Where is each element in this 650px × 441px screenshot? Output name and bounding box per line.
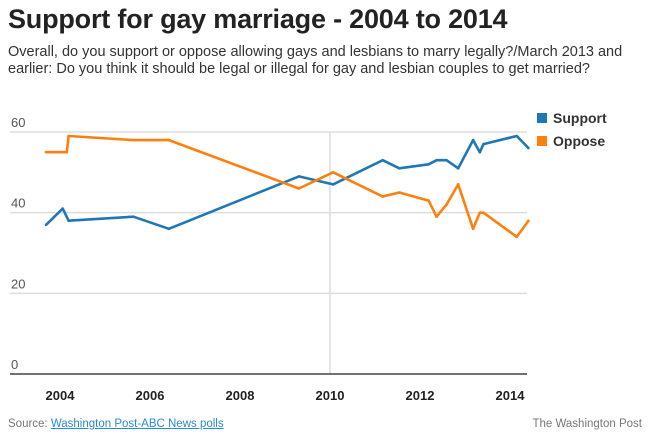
x-tick-label: 2010 bbox=[316, 388, 345, 403]
data-point-support bbox=[297, 175, 301, 178]
data-point-oppose bbox=[456, 183, 460, 186]
data-point-oppose bbox=[297, 187, 301, 190]
chart-title: Support for gay marriage - 2004 to 2014 bbox=[8, 4, 508, 34]
source-label: Source: bbox=[8, 418, 51, 430]
gridlines bbox=[10, 131, 527, 295]
data-point-oppose bbox=[65, 150, 69, 154]
data-point-support bbox=[381, 158, 384, 162]
data-point-oppose bbox=[515, 235, 519, 239]
data-point-support bbox=[61, 207, 64, 210]
legend-swatch-support bbox=[537, 113, 547, 123]
data-point-oppose bbox=[482, 211, 485, 214]
y-tick-label: 40 bbox=[11, 196, 25, 211]
data-point-support bbox=[398, 167, 401, 170]
data-point-support bbox=[482, 142, 485, 146]
data-point-oppose bbox=[398, 191, 401, 194]
legend-swatch-oppose bbox=[537, 136, 547, 146]
y-tick-label: 0 bbox=[11, 357, 18, 372]
x-tick-label: 2006 bbox=[136, 388, 165, 403]
legend-label-support: Support bbox=[553, 110, 607, 126]
source-note: Source: Washington Post-ABC News polls bbox=[8, 418, 224, 430]
series-line-support bbox=[45, 134, 530, 231]
data-point-oppose bbox=[478, 211, 482, 214]
data-point-oppose bbox=[445, 203, 448, 206]
credit: The Washington Post bbox=[532, 418, 642, 430]
data-point-support bbox=[471, 138, 475, 142]
data-point-support bbox=[445, 158, 448, 162]
data-point-support bbox=[515, 134, 519, 138]
x-tick-label: 2004 bbox=[46, 388, 76, 403]
y-axis-ticks: 0 20 40 60 bbox=[11, 115, 25, 372]
data-point-support bbox=[132, 215, 135, 218]
data-point-oppose bbox=[132, 138, 135, 142]
data-point-oppose bbox=[381, 195, 384, 198]
data-point-support bbox=[167, 227, 171, 231]
data-point-oppose bbox=[527, 219, 530, 223]
data-point-oppose bbox=[44, 150, 48, 154]
x-axis-ticks: 2004 2006 2008 2010 2012 2014 bbox=[46, 388, 526, 403]
x-tick-label: 2014 bbox=[496, 388, 526, 403]
data-point-oppose bbox=[427, 199, 430, 202]
legend: Support Oppose bbox=[537, 110, 607, 149]
data-point-support bbox=[427, 162, 430, 166]
data-point-support bbox=[456, 167, 460, 170]
x-tick-label: 2012 bbox=[406, 388, 435, 403]
series-line-oppose bbox=[46, 134, 530, 239]
data-point-support bbox=[435, 158, 438, 162]
data-point-oppose bbox=[471, 227, 475, 231]
data-point-oppose bbox=[331, 171, 335, 174]
x-tick-label: 2008 bbox=[226, 388, 255, 403]
data-point-support bbox=[527, 146, 530, 150]
chart-subtitle: Overall, do you support or oppose allowi… bbox=[8, 44, 623, 77]
data-point-support bbox=[331, 183, 335, 186]
y-tick-label: 60 bbox=[11, 115, 25, 130]
data-point-support bbox=[478, 150, 482, 154]
data-point-oppose bbox=[167, 138, 171, 142]
data-point-support bbox=[67, 219, 70, 223]
legend-label-oppose: Oppose bbox=[553, 133, 605, 149]
data-point-support bbox=[44, 223, 48, 227]
series-lines bbox=[44, 134, 530, 239]
y-tick-label: 20 bbox=[11, 276, 25, 291]
data-point-oppose bbox=[67, 134, 70, 138]
source-link[interactable]: Washington Post-ABC News polls bbox=[50, 418, 224, 430]
data-point-oppose bbox=[435, 215, 438, 218]
